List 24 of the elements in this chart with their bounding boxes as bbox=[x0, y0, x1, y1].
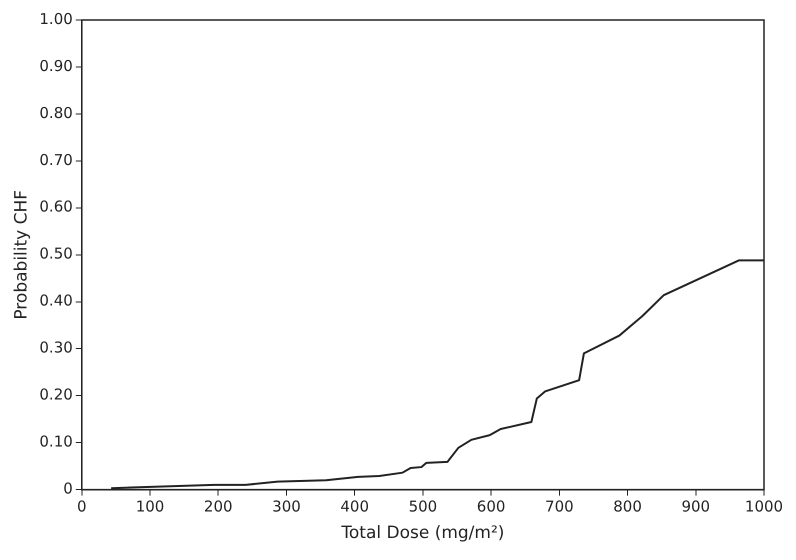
x-tick-label: 100 bbox=[136, 497, 164, 516]
x-tick-label: 1000 bbox=[744, 497, 784, 516]
x-tick-label: 500 bbox=[408, 497, 438, 516]
y-tick-label: 0.40 bbox=[39, 292, 73, 310]
y-tick-label: 0.10 bbox=[39, 432, 73, 451]
y-tick-label: 0.90 bbox=[39, 56, 73, 75]
y-tick-label: 1.00 bbox=[39, 10, 73, 28]
x-tick-label: 800 bbox=[613, 497, 642, 516]
y-tick-label: 0.60 bbox=[39, 198, 73, 216]
y-tick-label: 0.50 bbox=[39, 244, 73, 263]
x-tick-label: 300 bbox=[272, 497, 301, 516]
x-tick-label: 600 bbox=[476, 497, 506, 516]
y-axis-title: Probability CHF bbox=[12, 190, 32, 320]
x-tick-label: 0 bbox=[77, 497, 87, 516]
y-tick-label: 0.30 bbox=[39, 338, 73, 357]
x-tick-label: 200 bbox=[204, 497, 233, 516]
y-tick-label: 0 bbox=[63, 479, 73, 498]
x-tick-label: 900 bbox=[681, 497, 710, 516]
y-tick-label: 0.20 bbox=[39, 386, 73, 404]
x-tick-label: 400 bbox=[340, 497, 369, 516]
x-axis-title: Total Dose (mg/m²) bbox=[340, 523, 504, 544]
y-tick-label: 0.70 bbox=[39, 150, 73, 169]
y-tick-label: 0.80 bbox=[39, 104, 73, 122]
x-tick-label: 700 bbox=[545, 497, 574, 516]
